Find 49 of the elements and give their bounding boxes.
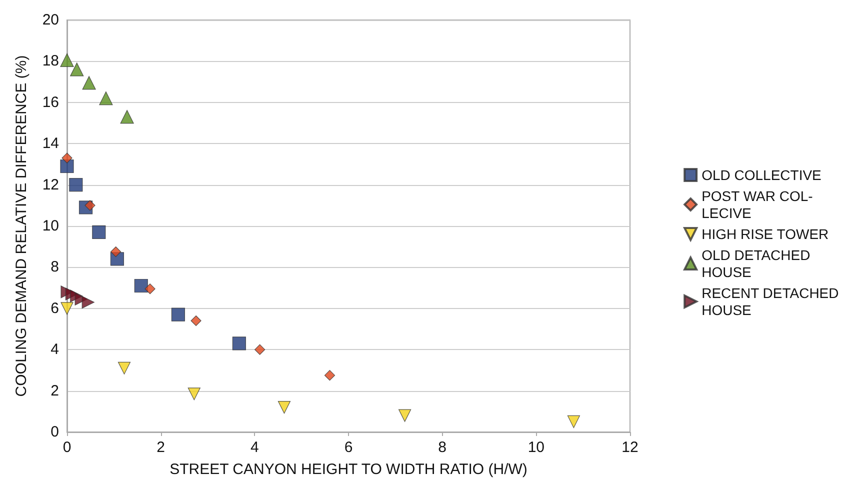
y-tick-label: 4 (50, 341, 59, 358)
x-tick-label: 12 (622, 439, 638, 456)
point (110, 246, 122, 258)
y-axis-title: COOLING DEMAND RELATIVE DIFFERENCE (%) (13, 55, 30, 397)
point (82, 76, 96, 90)
point (62, 152, 72, 164)
point (70, 62, 84, 76)
x-tick-label: 6 (344, 439, 353, 456)
x-tick-label: 0 (62, 439, 72, 456)
x-axis-title: STREET CANYON HEIGHT TO WIDTH RATIO (H/W) (170, 461, 528, 478)
y-tick-label: 18 (42, 52, 59, 70)
x-tick-label: 4 (250, 439, 259, 456)
y-tick-label: 0 (50, 424, 59, 440)
point (188, 388, 200, 400)
point (324, 370, 336, 381)
legend-label: RECENT DETACHED HOUSE (702, 285, 839, 318)
y-tick-label: 10 (42, 218, 59, 234)
point (278, 400, 291, 414)
y-tick-label: 14 (42, 135, 59, 152)
y-tick-label: 6 (50, 300, 59, 317)
x-tick-label: 2 (156, 439, 166, 456)
point (69, 178, 83, 192)
point (60, 159, 74, 174)
point (92, 225, 106, 239)
y-tick-label: 8 (50, 258, 59, 276)
point (567, 415, 580, 428)
point (254, 344, 266, 355)
point (120, 110, 134, 124)
point (398, 409, 412, 422)
legend-label: HIGH RISE TOWER (702, 226, 829, 242)
point (118, 362, 131, 374)
point (134, 278, 148, 293)
y-tick-label: 16 (42, 94, 59, 111)
legend-label: POST WAR COL- LECIVE (702, 188, 814, 221)
point (60, 53, 74, 67)
y-tick-label: 20 (42, 12, 59, 28)
point (232, 336, 246, 350)
point (190, 315, 202, 326)
point (60, 302, 74, 315)
point (82, 296, 94, 309)
x-tick-label: 10 (528, 439, 545, 456)
legend-label: OLD DETACHED HOUSE (702, 247, 810, 280)
point (171, 308, 185, 322)
y-tick-label: 12 (42, 176, 59, 194)
point (99, 91, 113, 106)
x-tick-label: 8 (438, 439, 447, 456)
legend-label: OLD COLLECTIVE (702, 167, 822, 183)
point (144, 284, 156, 294)
y-tick-label: 2 (50, 382, 59, 400)
